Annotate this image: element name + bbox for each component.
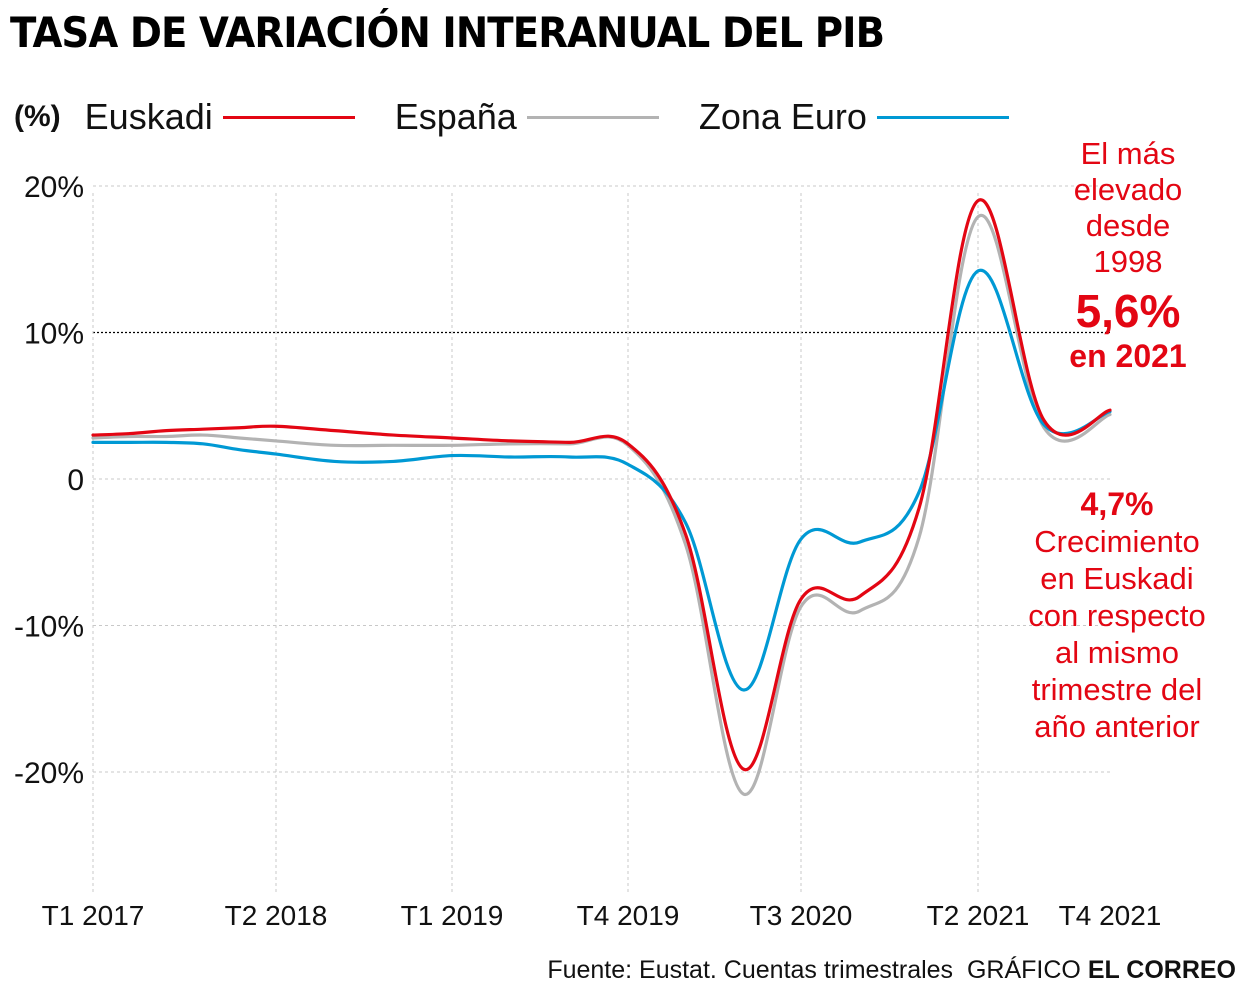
quarter-note-line: año anterior bbox=[1034, 709, 1200, 744]
x-tick-label: T1 2019 bbox=[401, 900, 504, 931]
unit-label: (%) bbox=[14, 100, 61, 133]
x-tick-label: T3 2020 bbox=[750, 900, 853, 931]
quarter-note-line: trimestre del bbox=[1031, 672, 1203, 707]
legend-item-espana: España bbox=[395, 96, 659, 138]
legend-swatch-euskadi bbox=[222, 115, 355, 119]
y-tick-label: 10% bbox=[24, 318, 84, 351]
annual-growth-annotation: El más elevado desde 1998 5,6% en 2021 bbox=[1040, 136, 1216, 374]
record-note-line: elevado bbox=[1073, 172, 1183, 207]
quarter-note-line: al mismo bbox=[1054, 635, 1179, 670]
legend-swatch-espana bbox=[526, 115, 659, 119]
quarter-note-line: en Euskadi bbox=[1040, 561, 1194, 596]
credit-prefix: GRÁFICO bbox=[966, 956, 1081, 984]
annual-growth-label: en 2021 bbox=[1069, 338, 1187, 374]
series-line-zona-euro bbox=[91, 268, 1112, 692]
legend-label: España bbox=[394, 96, 517, 137]
y-tick-label: 20% bbox=[24, 171, 84, 204]
source-text: Fuente: Eustat. Cuentas trimestrales bbox=[547, 956, 954, 984]
legend-item-euskadi: Euskadi bbox=[85, 96, 355, 138]
y-tick-label: -10% bbox=[14, 611, 84, 644]
record-note-line: 1998 bbox=[1093, 244, 1163, 279]
x-tick-label: T2 2021 bbox=[927, 900, 1030, 931]
credit-brand: EL CORREO bbox=[1087, 956, 1236, 984]
y-tick-label: 0 bbox=[67, 464, 84, 497]
legend-label: Euskadi bbox=[84, 96, 213, 137]
legend: (%) Euskadi España Zona Euro bbox=[14, 95, 1049, 139]
record-note-line: desde bbox=[1085, 208, 1171, 243]
x-tick-label: T4 2019 bbox=[577, 900, 680, 931]
x-tick-label: T1 2017 bbox=[42, 900, 145, 931]
x-tick-label: T4 2021 bbox=[1059, 900, 1162, 931]
series-line-espana bbox=[91, 213, 1112, 796]
legend-swatch-zona-euro bbox=[876, 115, 1009, 119]
grid bbox=[92, 185, 1110, 893]
series-line-euskadi bbox=[91, 198, 1112, 771]
chart-title: TASA DE VARIACIÓN INTERANUAL DEL PIB bbox=[10, 8, 885, 57]
quarter-growth-annotation: 4,7% Crecimiento en Euskadi con respecto… bbox=[1010, 486, 1224, 745]
y-axis: 20% 10% 0 -10% -20% bbox=[14, 171, 84, 790]
annual-growth-value: 5,6% bbox=[1075, 285, 1181, 337]
y-tick-label: -20% bbox=[14, 757, 84, 790]
quarter-note-line: Crecimiento bbox=[1034, 524, 1200, 559]
source-credit: Fuente: Eustat. Cuentas trimestrales GRÁ… bbox=[547, 956, 1236, 985]
quarter-note-line: con respecto bbox=[1028, 598, 1206, 633]
legend-label: Zona Euro bbox=[698, 96, 867, 137]
record-note-line: El más bbox=[1080, 136, 1176, 171]
quarter-growth-value: 4,7% bbox=[1080, 486, 1154, 522]
legend-item-zona-euro: Zona Euro bbox=[699, 96, 1009, 138]
x-tick-label: T2 2018 bbox=[225, 900, 328, 931]
series-lines bbox=[91, 198, 1112, 796]
x-axis: T1 2017 T2 2018 T1 2019 T4 2019 T3 2020 T2 20… bbox=[42, 900, 1162, 931]
